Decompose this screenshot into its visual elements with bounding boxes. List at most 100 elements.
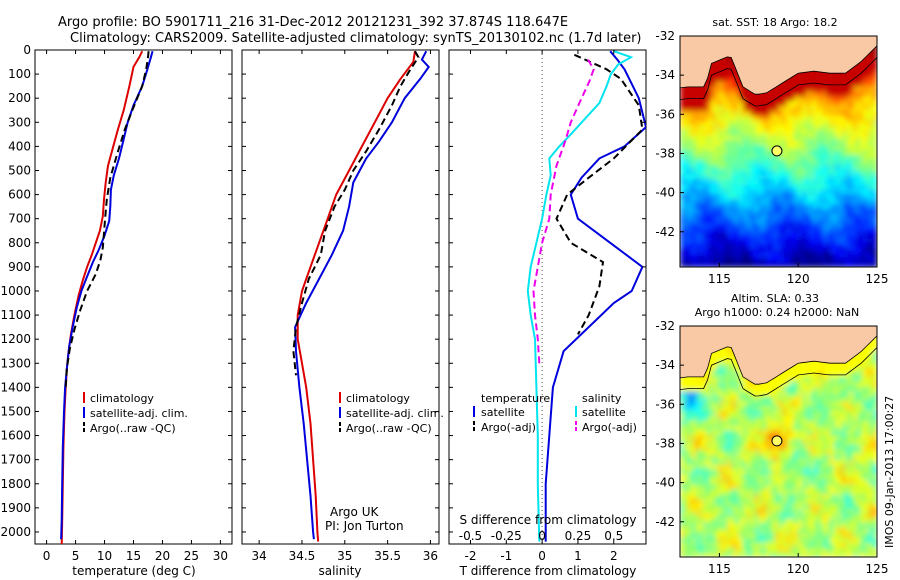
map-cell	[754, 198, 760, 204]
map-cell	[786, 262, 791, 267]
map-cell	[845, 76, 851, 82]
map-cell	[723, 424, 728, 431]
map-cell	[766, 478, 772, 485]
map-cell	[865, 395, 870, 401]
map-cell	[743, 380, 748, 387]
map-cell	[778, 188, 784, 195]
map-cell	[845, 252, 851, 258]
map-cell	[758, 252, 764, 258]
map-cell	[833, 527, 839, 534]
map-cell	[806, 198, 811, 204]
map-cell	[739, 405, 744, 411]
map-cell	[695, 498, 701, 504]
map-cell	[758, 508, 764, 514]
map-cell	[845, 390, 851, 397]
map-cell	[869, 51, 874, 58]
map-cell	[825, 483, 831, 490]
map-cell	[715, 198, 720, 204]
map-cell	[739, 174, 744, 180]
map-cell	[731, 424, 736, 431]
map-cell	[873, 208, 877, 214]
map-cell	[861, 512, 866, 519]
map-cell	[798, 144, 803, 151]
map-cell	[723, 532, 728, 539]
map-cell	[750, 517, 756, 524]
map-cell	[691, 139, 697, 146]
map-cell	[806, 100, 811, 107]
map-cell	[845, 410, 851, 416]
map-cell	[833, 222, 839, 229]
map-cell	[782, 129, 787, 136]
map-cell	[790, 183, 795, 190]
map-cell	[746, 498, 752, 504]
map-cell	[746, 552, 752, 557]
map-cell	[707, 464, 713, 470]
map-cell	[719, 444, 724, 450]
map-cell	[707, 154, 713, 160]
map-cell	[703, 222, 709, 229]
map-cell	[727, 366, 732, 372]
map-cell	[719, 144, 724, 151]
map-cell	[778, 542, 784, 548]
map-cell	[813, 464, 819, 470]
map-cell	[762, 493, 768, 499]
map-cell	[853, 512, 858, 519]
map-cell	[782, 227, 787, 234]
map-cell	[731, 380, 736, 387]
map-cell	[754, 483, 760, 490]
map-cell	[774, 208, 780, 214]
map-cell	[865, 178, 870, 185]
map-cell	[790, 149, 795, 156]
map-cell	[845, 213, 851, 219]
map-cell	[810, 400, 815, 406]
map-cell	[711, 115, 717, 121]
map-cell	[782, 203, 787, 209]
x-tick-label: 125	[866, 272, 889, 286]
map-cell	[715, 400, 720, 406]
map-cell	[770, 532, 776, 539]
map-cell	[778, 483, 784, 490]
map-cell	[786, 222, 791, 229]
map-cell	[750, 174, 756, 180]
map-cell	[849, 459, 854, 465]
map-cell	[680, 164, 685, 170]
map-cell	[699, 139, 705, 146]
map-cell	[719, 218, 724, 224]
map-cell	[687, 120, 693, 126]
map-cell	[841, 498, 847, 504]
map-cell	[766, 380, 772, 387]
map-cell	[743, 552, 748, 557]
map-cell	[813, 144, 819, 151]
map-cell	[735, 385, 740, 392]
map-cell	[821, 90, 827, 97]
map-cell	[833, 517, 839, 524]
map-cell	[687, 227, 693, 234]
map-cell	[845, 129, 851, 136]
map-cell	[687, 493, 693, 499]
map-cell	[841, 198, 847, 204]
map-cell	[841, 90, 847, 97]
map-cell	[790, 115, 795, 121]
map-cell	[813, 164, 819, 170]
map-cell	[735, 498, 740, 504]
map-cell	[766, 439, 772, 446]
map-cell	[770, 257, 776, 263]
map-cell	[810, 139, 815, 146]
map-cell	[857, 552, 862, 557]
map-cell	[723, 100, 728, 107]
map-cell	[735, 375, 740, 382]
map-cell	[770, 468, 776, 475]
map-cell	[774, 252, 780, 258]
map-cell	[794, 139, 799, 146]
map-cell	[719, 81, 724, 87]
map-cell	[825, 405, 831, 411]
map-cell	[782, 262, 787, 267]
map-cell	[845, 198, 851, 204]
map-cell	[845, 483, 851, 490]
map-cell	[861, 361, 866, 367]
map-cell	[687, 218, 693, 224]
map-cell	[849, 419, 854, 426]
map-cell	[786, 144, 791, 151]
map-cell	[841, 454, 847, 460]
map-cell	[837, 552, 843, 557]
